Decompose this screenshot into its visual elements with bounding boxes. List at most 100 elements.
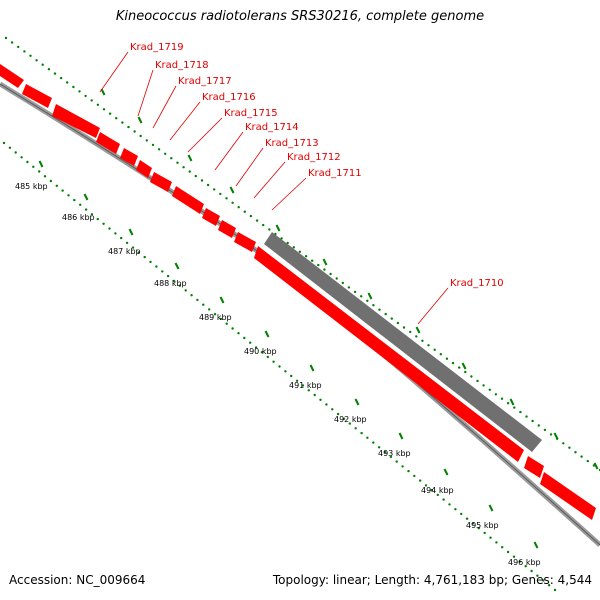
upper-tick-dot	[10, 41, 14, 44]
lower-tick-dot	[348, 422, 351, 425]
upper-tick-dot	[53, 72, 57, 75]
lower-major-tick	[354, 398, 360, 406]
lower-tick-dot	[20, 156, 23, 159]
gene-block	[96, 132, 120, 154]
upper-tick-dot	[29, 54, 32, 57]
kbp-tick-label: 492 kbp	[334, 415, 367, 424]
lower-tick-dot	[325, 403, 328, 406]
lower-tick-dot	[290, 374, 293, 378]
gene-leader-line	[187, 117, 223, 153]
upper-tick-dot	[506, 402, 510, 405]
lower-tick-dot	[102, 222, 105, 225]
gene-label: Krad_1718	[155, 60, 209, 71]
lower-tick-dot	[49, 179, 53, 183]
upper-tick-dot	[84, 94, 87, 98]
gene-label: Krad_1716	[202, 92, 256, 103]
upper-tick-dot	[464, 370, 467, 374]
upper-tick-dot	[237, 206, 240, 209]
kbp-tick-label: 496 kbp	[508, 558, 541, 567]
upper-tick-dot	[366, 299, 369, 302]
upper-tick-dot	[494, 393, 498, 396]
upper-tick-dot	[568, 446, 571, 449]
upper-tick-dot	[482, 384, 485, 387]
lower-tick-dot	[61, 189, 64, 192]
upper-tick-dot	[292, 246, 295, 249]
upper-tick-dot	[219, 192, 222, 196]
map-title: Kineococcus radiotolerans SRS30216, comp…	[115, 9, 485, 24]
gene-block	[234, 232, 256, 252]
upper-tick-dot	[353, 290, 357, 294]
lower-tick-dot	[354, 427, 357, 430]
gene-block	[136, 160, 152, 178]
lower-tick-dot	[331, 408, 334, 411]
upper-tick-dot	[72, 85, 75, 89]
upper-tick-dot	[500, 397, 504, 400]
lower-tick-dot	[237, 332, 240, 335]
major-tick	[322, 258, 328, 266]
lower-tick-dot	[389, 455, 393, 459]
gene-block	[540, 472, 596, 520]
gene-leader-line	[152, 85, 177, 129]
upper-tick-dot	[304, 255, 308, 258]
upper-tick-dot	[145, 139, 148, 142]
lower-tick-dot	[512, 555, 516, 558]
major-tick	[553, 432, 559, 440]
lower-tick-dot	[196, 298, 199, 302]
gene-leader-line	[271, 177, 307, 211]
gene-block	[22, 84, 52, 108]
kbp-tick-label: 485 kbp	[15, 182, 48, 191]
upper-tick-dot	[176, 161, 179, 164]
upper-tick-dot	[372, 304, 375, 307]
lower-tick-dot	[219, 317, 223, 321]
lower-tick-dot	[506, 550, 510, 554]
upper-tick-dot	[188, 170, 191, 173]
upper-tick-dot	[78, 90, 81, 93]
lower-tick-dot	[307, 389, 310, 392]
lower-tick-dot	[465, 517, 469, 520]
upper-tick-dot	[59, 76, 63, 80]
upper-tick-dot	[121, 121, 124, 124]
lower-major-tick	[533, 541, 539, 549]
lower-major-tick	[83, 193, 89, 201]
lower-tick-dot	[137, 251, 140, 254]
lower-tick-dot	[79, 203, 82, 206]
lower-tick-dot	[114, 232, 117, 235]
upper-tick-dot	[41, 63, 44, 66]
lower-tick-dot	[225, 322, 228, 325]
gene-label: Krad_1710	[450, 278, 504, 289]
lower-tick-dot	[419, 479, 422, 482]
lower-tick-dot	[413, 474, 416, 478]
lower-tick-dot	[172, 279, 176, 283]
upper-tick-dot	[574, 451, 577, 454]
lower-tick-dot	[401, 465, 404, 468]
lower-tick-dot	[96, 217, 100, 221]
lower-tick-dot	[313, 393, 316, 397]
lower-major-tick	[488, 504, 494, 512]
upper-tick-dot	[586, 459, 589, 463]
lower-major-tick	[174, 262, 180, 270]
upper-tick-dot	[525, 415, 528, 418]
lower-major-tick	[309, 364, 315, 372]
lower-tick-dot	[243, 336, 246, 340]
upper-tick-dot	[66, 81, 69, 84]
lower-tick-dot	[542, 579, 545, 582]
upper-tick-dot	[213, 188, 216, 191]
upper-tick-dot	[96, 103, 100, 107]
upper-tick-dot	[458, 366, 461, 369]
upper-tick-dot	[262, 223, 265, 227]
upper-tick-dot	[580, 455, 583, 458]
upper-tick-dot	[531, 419, 534, 423]
upper-tick-dot	[23, 50, 26, 53]
lower-tick-dot	[301, 384, 305, 387]
kbp-tick-label: 494 kbp	[421, 486, 454, 495]
upper-tick-dot	[562, 442, 565, 445]
lower-tick-dot	[547, 584, 551, 587]
lower-tick-dot	[73, 198, 76, 202]
lower-tick-dot	[266, 355, 269, 359]
lower-tick-dot	[553, 588, 557, 592]
upper-tick-dot	[488, 388, 491, 391]
upper-tick-dot	[170, 157, 173, 160]
upper-tick-dot	[451, 361, 455, 365]
kbp-tick-label: 488 kbp	[154, 279, 187, 288]
